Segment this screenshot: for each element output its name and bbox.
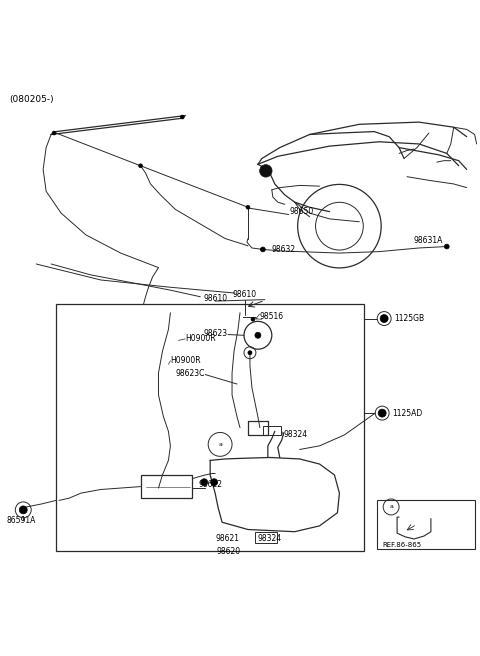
Circle shape	[211, 479, 217, 485]
Circle shape	[52, 131, 56, 135]
Text: H0900R: H0900R	[185, 334, 216, 342]
Text: a: a	[389, 504, 393, 510]
Text: 98622: 98622	[198, 480, 222, 489]
Circle shape	[19, 506, 27, 514]
Text: 98610: 98610	[233, 290, 257, 299]
Text: 98610: 98610	[203, 294, 227, 302]
Text: 86591A: 86591A	[6, 516, 36, 525]
Bar	[255, 532, 277, 543]
Text: 98620: 98620	[216, 547, 240, 556]
Text: 98650: 98650	[290, 207, 314, 216]
Circle shape	[251, 318, 255, 321]
Circle shape	[261, 247, 265, 252]
Text: (080205-): (080205-)	[9, 95, 54, 104]
Text: 98631A: 98631A	[414, 236, 444, 245]
Bar	[141, 475, 192, 498]
Text: REF.86-865: REF.86-865	[382, 542, 421, 548]
Text: 98621: 98621	[215, 535, 239, 543]
Text: 98623: 98623	[204, 329, 228, 338]
Bar	[56, 304, 364, 551]
Text: 98632: 98632	[272, 245, 296, 254]
Text: H0900R: H0900R	[170, 356, 201, 365]
Text: 1125AD: 1125AD	[392, 409, 422, 418]
Circle shape	[444, 244, 449, 249]
Text: 98516: 98516	[260, 312, 284, 321]
Circle shape	[246, 205, 250, 209]
Circle shape	[380, 315, 388, 323]
Circle shape	[378, 409, 386, 417]
Bar	[377, 501, 475, 549]
Circle shape	[260, 165, 272, 177]
Text: a: a	[218, 442, 222, 447]
Circle shape	[201, 479, 208, 485]
Circle shape	[180, 115, 184, 119]
Text: 98324: 98324	[284, 430, 308, 440]
Circle shape	[139, 164, 143, 168]
Text: 98324: 98324	[258, 535, 282, 543]
Circle shape	[255, 333, 261, 338]
Circle shape	[248, 351, 252, 355]
Text: 98623C: 98623C	[176, 369, 205, 378]
Text: 1125GB: 1125GB	[394, 314, 424, 323]
Bar	[263, 426, 281, 435]
